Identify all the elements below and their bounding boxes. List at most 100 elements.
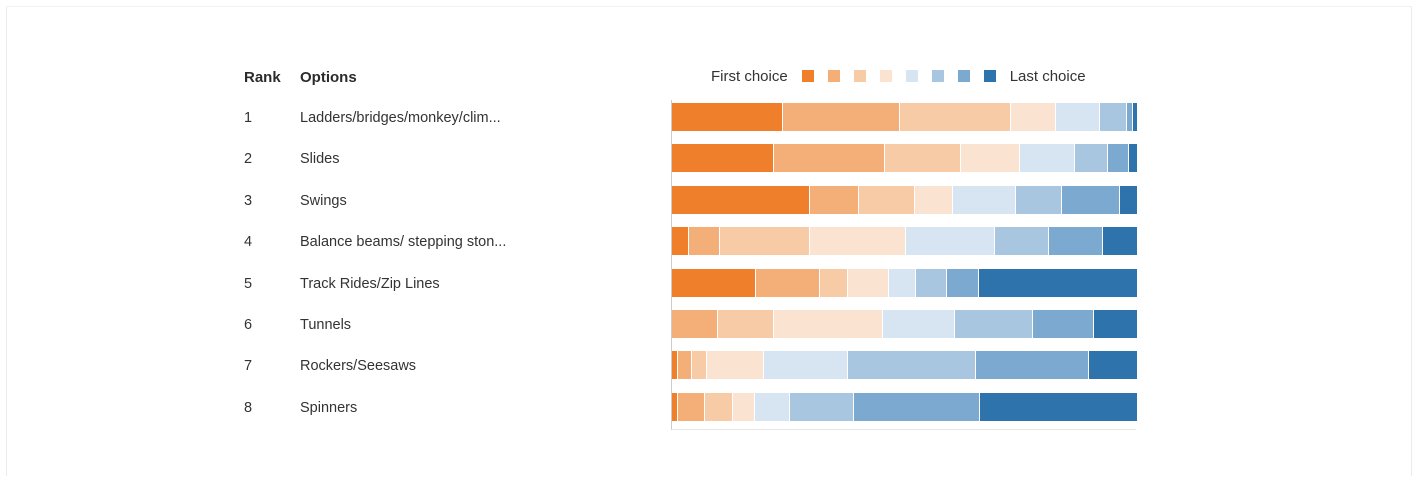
bar-segment[interactable] bbox=[953, 185, 1017, 214]
options-column-header: Options bbox=[300, 69, 357, 86]
legend-swatch bbox=[957, 70, 970, 82]
legend-first-choice-label: First choice bbox=[711, 67, 788, 85]
bar-segment[interactable] bbox=[789, 392, 855, 421]
bar-segment[interactable] bbox=[678, 392, 705, 421]
bar-segment[interactable] bbox=[1094, 310, 1137, 338]
bar-segment[interactable] bbox=[1048, 227, 1103, 256]
bar-segment[interactable] bbox=[672, 310, 719, 338]
option-label[interactable]: Rockers/Seesaws bbox=[300, 358, 417, 374]
stacked-bar[interactable] bbox=[672, 268, 1137, 297]
option-label[interactable]: Swings bbox=[300, 193, 347, 209]
chart-frame bbox=[6, 6, 1412, 476]
bar-segment[interactable] bbox=[1120, 185, 1137, 214]
bar-segment[interactable] bbox=[1016, 185, 1063, 214]
bar-segment[interactable] bbox=[899, 103, 1012, 131]
stacked-bar[interactable] bbox=[672, 392, 1137, 421]
option-label[interactable]: Ladders/bridges/monkey/clim... bbox=[300, 110, 501, 126]
bar-segment[interactable] bbox=[672, 144, 775, 173]
bar-segment[interactable] bbox=[976, 351, 1089, 380]
stacked-bar[interactable] bbox=[672, 310, 1137, 338]
bar-segment[interactable] bbox=[1033, 310, 1095, 338]
bar-segment[interactable] bbox=[809, 227, 906, 256]
bar-segment[interactable] bbox=[720, 227, 810, 256]
bar-segment[interactable] bbox=[1102, 227, 1137, 256]
bar-segment[interactable] bbox=[1075, 144, 1109, 173]
bar-segment[interactable] bbox=[1011, 103, 1056, 131]
bar-segment[interactable] bbox=[1099, 103, 1127, 131]
rank-value: 1 bbox=[244, 110, 253, 126]
bar-segment[interactable] bbox=[1062, 185, 1121, 214]
bar-segment[interactable] bbox=[672, 227, 690, 256]
bar-segment[interactable] bbox=[672, 351, 679, 380]
rank-value: 3 bbox=[244, 193, 253, 209]
bar-segment[interactable] bbox=[854, 392, 981, 421]
option-label[interactable]: Tunnels bbox=[300, 317, 352, 333]
rank-value: 5 bbox=[244, 276, 253, 292]
bar-segment[interactable] bbox=[782, 103, 900, 131]
bar-segment[interactable] bbox=[672, 268, 757, 297]
option-label[interactable]: Balance beams/ stepping ston... bbox=[300, 234, 507, 250]
legend-swatch bbox=[905, 70, 918, 82]
legend-swatch bbox=[853, 70, 866, 82]
bar-segment[interactable] bbox=[1088, 351, 1137, 380]
bar-segment[interactable] bbox=[961, 144, 1021, 173]
stacked-bar[interactable] bbox=[672, 103, 1137, 131]
bar-segment[interactable] bbox=[955, 310, 1034, 338]
bar-segment[interactable] bbox=[947, 268, 979, 297]
bar-segment[interactable] bbox=[691, 351, 707, 380]
legend: First choice Last choice bbox=[711, 66, 1086, 86]
stacked-bar[interactable] bbox=[672, 144, 1137, 173]
bar-segment[interactable] bbox=[915, 268, 948, 297]
stacked-bar[interactable] bbox=[672, 227, 1137, 256]
rank-value: 8 bbox=[244, 400, 253, 416]
bar-segment[interactable] bbox=[1055, 103, 1100, 131]
stacked-bar[interactable] bbox=[672, 185, 1137, 214]
option-label[interactable]: Slides bbox=[300, 151, 340, 167]
option-label[interactable]: Track Rides/Zip Lines bbox=[300, 276, 440, 292]
rank-value: 2 bbox=[244, 151, 253, 167]
bar-segment[interactable] bbox=[672, 392, 679, 421]
bar-segment[interactable] bbox=[978, 268, 1137, 297]
legend-last-choice-label: Last choice bbox=[1009, 67, 1086, 85]
bar-segment[interactable] bbox=[1020, 144, 1076, 173]
bar-segment[interactable] bbox=[810, 185, 860, 214]
bar-segment[interactable] bbox=[1126, 103, 1133, 131]
bar-segment[interactable] bbox=[706, 351, 764, 380]
bar-segment[interactable] bbox=[905, 227, 995, 256]
stacked-bar[interactable] bbox=[672, 351, 1137, 380]
bar-segment[interactable] bbox=[820, 268, 849, 297]
bar-segment[interactable] bbox=[672, 185, 811, 214]
bar-segment[interactable] bbox=[1108, 144, 1130, 173]
legend-swatch bbox=[827, 70, 840, 82]
rank-value: 7 bbox=[244, 358, 253, 374]
stacked-bar-plot-area bbox=[671, 100, 1137, 430]
bar-segment[interactable] bbox=[672, 103, 783, 131]
bar-segment[interactable] bbox=[859, 185, 916, 214]
bar-segment[interactable] bbox=[756, 268, 821, 297]
bar-segment[interactable] bbox=[884, 144, 962, 173]
option-label[interactable]: Spinners bbox=[300, 400, 358, 416]
bar-segment[interactable] bbox=[980, 392, 1137, 421]
bar-segment[interactable] bbox=[774, 144, 885, 173]
legend-swatch bbox=[879, 70, 892, 82]
bar-segment[interactable] bbox=[882, 310, 956, 338]
bar-segment[interactable] bbox=[915, 185, 954, 214]
bar-segment[interactable] bbox=[1129, 144, 1137, 173]
bar-segment[interactable] bbox=[773, 310, 883, 338]
bar-segment[interactable] bbox=[848, 268, 890, 297]
bar-segment[interactable] bbox=[689, 227, 721, 256]
bar-segment[interactable] bbox=[705, 392, 733, 421]
bar-segment[interactable] bbox=[889, 268, 916, 297]
bar-segment[interactable] bbox=[718, 310, 774, 338]
rank-column-header: Rank bbox=[244, 69, 281, 86]
bar-segment[interactable] bbox=[1132, 103, 1137, 131]
legend-swatch bbox=[931, 70, 944, 82]
bar-segment[interactable] bbox=[847, 351, 977, 380]
bar-segment[interactable] bbox=[994, 227, 1049, 256]
bar-segment[interactable] bbox=[763, 351, 848, 380]
legend-swatch bbox=[983, 70, 996, 82]
bar-segment[interactable] bbox=[732, 392, 755, 421]
bar-segment[interactable] bbox=[678, 351, 692, 380]
bar-segment[interactable] bbox=[754, 392, 790, 421]
rank-value: 6 bbox=[244, 317, 253, 333]
